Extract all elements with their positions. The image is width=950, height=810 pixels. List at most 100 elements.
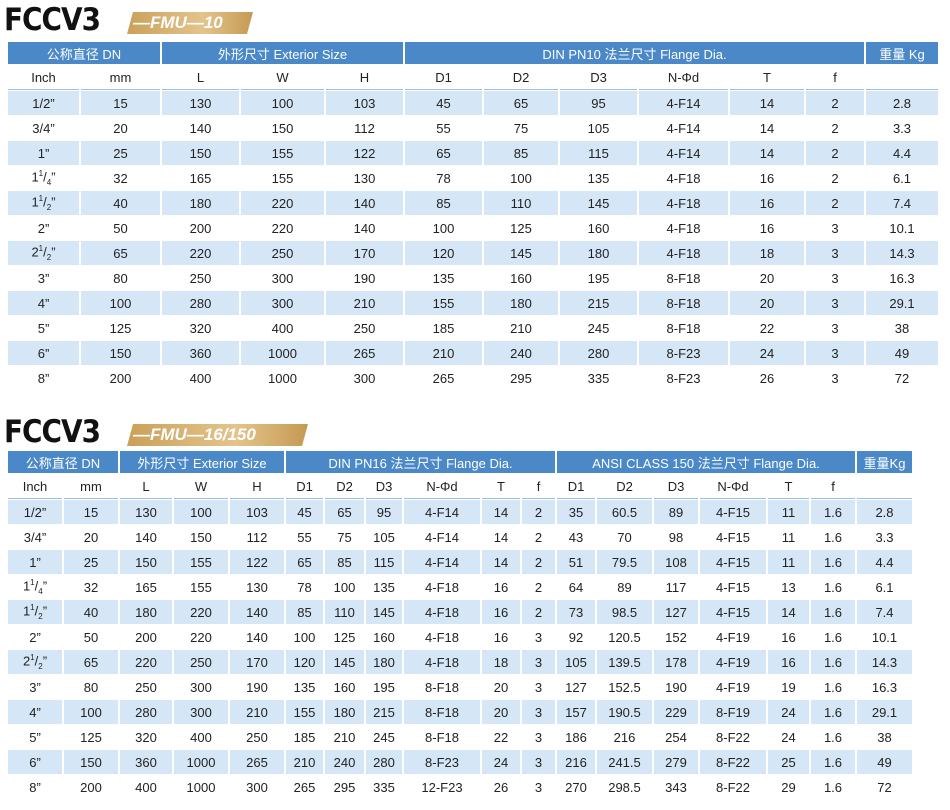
table-cell: 245 <box>366 725 402 749</box>
table-cell: 300 <box>326 366 403 390</box>
table-cell: 1.6 <box>811 525 855 549</box>
column-header: N-Φd <box>700 474 766 499</box>
table-cell: 170 <box>230 650 284 674</box>
table-cell: 85 <box>325 550 364 574</box>
table-cell: 360 <box>120 750 172 774</box>
table-cell: 135 <box>286 675 323 699</box>
table-cell: 16 <box>768 625 809 649</box>
table-cell: 150 <box>120 550 172 574</box>
table-cell: 1.6 <box>811 725 855 749</box>
table-row: 3” 80 250 300 190 135 160 195 8-F18 20 3 127 152.5 19… <box>8 675 912 699</box>
table-cell: 4-F19 <box>700 650 766 674</box>
table-cell: 112 <box>230 525 284 549</box>
table-cell: 320 <box>120 725 172 749</box>
table-cell: 1” <box>8 141 79 165</box>
table-cell: 64 <box>557 575 595 599</box>
table-cell: 20 <box>64 525 118 549</box>
table-cell: 200 <box>120 625 172 649</box>
table-cell: 45 <box>286 500 323 524</box>
table-cell: 8” <box>8 366 79 390</box>
table-cell: 300 <box>230 775 284 799</box>
table-cell: 2” <box>8 216 79 240</box>
group-header-dn: 公称直径 DN <box>8 451 118 473</box>
table-cell: 160 <box>560 216 637 240</box>
table-cell: 125 <box>64 725 118 749</box>
column-header: f <box>522 474 555 499</box>
table-cell: 140 <box>230 600 284 624</box>
table-cell: 360 <box>162 341 239 365</box>
table-cell: 250 <box>120 675 172 699</box>
table-cell: 16 <box>730 191 804 215</box>
variant-badge: —FMU—16/150 <box>127 424 308 446</box>
table-cell: 215 <box>366 700 402 724</box>
table-cell: 4” <box>8 291 79 315</box>
table-cell: 112 <box>326 116 403 140</box>
table-cell: 38 <box>866 316 938 340</box>
table-cell: 32 <box>81 166 160 190</box>
table-row: 3/4” 20 140 150 112 55 75 105 4-F14 14 2 43 70 98 4-F1… <box>8 525 912 549</box>
table-row: 2” 50 200 220 140 100 125 160 4-F18 16 3 10.1 <box>8 216 938 240</box>
table-cell: 178 <box>654 650 698 674</box>
table-cell: 89 <box>597 575 652 599</box>
table-cell: 2 <box>806 141 864 165</box>
variant-badge: —FMU—10 <box>127 12 253 34</box>
table-cell: 3.3 <box>857 525 912 549</box>
table-cell: 24 <box>768 700 809 724</box>
table-cell: 8-F18 <box>404 700 480 724</box>
table-cell: 16 <box>482 625 520 649</box>
table-row: 8” 200 400 1000 300 265 295 335 12-F23 26 3 270 298.… <box>8 775 912 799</box>
table-cell: 4-F14 <box>404 550 480 574</box>
table-cell: 250 <box>326 316 403 340</box>
table-cell: 210 <box>484 316 558 340</box>
table-cell: 295 <box>325 775 364 799</box>
table-cell: 29 <box>768 775 809 799</box>
table-cell: 155 <box>241 166 324 190</box>
table-cell: 65 <box>81 241 160 265</box>
table-cell: 73 <box>557 600 595 624</box>
table-cell: 265 <box>405 366 482 390</box>
table-cell: 1.6 <box>811 500 855 524</box>
table-cell: 1/2” <box>8 500 62 524</box>
table-cell: 100 <box>484 166 558 190</box>
table-cell: 4-F18 <box>404 625 480 649</box>
table-cell: 125 <box>325 625 364 649</box>
table-cell: 120 <box>405 241 482 265</box>
table-cell: 120 <box>286 650 323 674</box>
table-cell: 6.1 <box>857 575 912 599</box>
table-cell: 19 <box>768 675 809 699</box>
table-cell: 125 <box>484 216 558 240</box>
table-cell: 122 <box>326 141 403 165</box>
table-cell: 135 <box>560 166 637 190</box>
table-cell: 22 <box>482 725 520 749</box>
table-cell: 18 <box>482 650 520 674</box>
table-cell: 3 <box>522 725 555 749</box>
column-header: T <box>768 474 809 499</box>
table-cell: 14.3 <box>857 650 912 674</box>
table-cell: 3” <box>8 266 79 290</box>
table-cell: 165 <box>162 166 239 190</box>
table-cell: 1” <box>8 550 62 574</box>
table-row: 1” 25 150 155 122 65 85 115 4-F14 14 2 51 79.5 108 4-F… <box>8 550 912 574</box>
column-header: N-Φd <box>639 65 728 90</box>
table-cell: 152 <box>654 625 698 649</box>
table-cell: 14 <box>482 500 520 524</box>
table-cell: 1.6 <box>811 575 855 599</box>
table-cell: 16 <box>730 166 804 190</box>
table-cell: 195 <box>366 675 402 699</box>
table-cell: 4-F14 <box>404 500 480 524</box>
table-cell: 85 <box>286 600 323 624</box>
table-cell: 21/2” <box>8 650 62 674</box>
table-cell: 1000 <box>241 366 324 390</box>
table-cell: 26 <box>482 775 520 799</box>
table-cell: 16.3 <box>857 675 912 699</box>
table-cell: 190 <box>654 675 698 699</box>
table-cell: 95 <box>560 91 637 115</box>
table-cell: 185 <box>286 725 323 749</box>
table-cell: 103 <box>230 500 284 524</box>
table-cell: 3 <box>806 341 864 365</box>
table-cell: 400 <box>174 725 228 749</box>
table-cell: 20 <box>730 291 804 315</box>
table-cell: 79.5 <box>597 550 652 574</box>
table-cell: 210 <box>325 725 364 749</box>
